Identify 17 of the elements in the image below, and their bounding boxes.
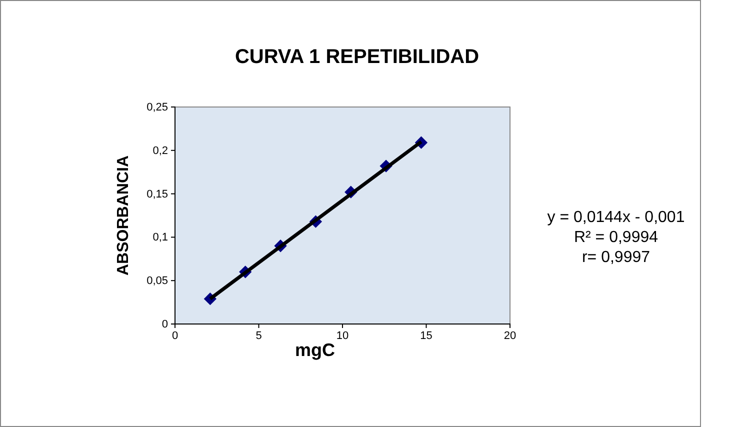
- x-tick-label: 0: [172, 330, 178, 342]
- y-tick-label: 0,2: [152, 144, 168, 157]
- text: y = 0,0144x - 0,001: [547, 209, 685, 226]
- y-tick-label: 0,05: [146, 275, 168, 288]
- y-tick-label: 0,15: [146, 188, 168, 200]
- x-tick-label: 5: [256, 330, 262, 342]
- text: r= 0,9997: [582, 249, 650, 266]
- y-tick-label: 0: [162, 318, 168, 331]
- y-tick-label: 0,25: [146, 102, 168, 114]
- x-tick-label: 10: [336, 330, 349, 342]
- text: R² = 0,9994: [574, 229, 658, 246]
- chart-title: CURVA 1 REPETIBILIDAD: [234, 46, 480, 68]
- y-axis-title: ABSORBANCIA: [115, 155, 132, 276]
- y-tick-label: 0,1: [152, 232, 168, 244]
- x-tick-label: 15: [420, 330, 432, 342]
- x-tick-label: 20: [504, 330, 516, 342]
- x-axis-title: mgC: [295, 340, 335, 360]
